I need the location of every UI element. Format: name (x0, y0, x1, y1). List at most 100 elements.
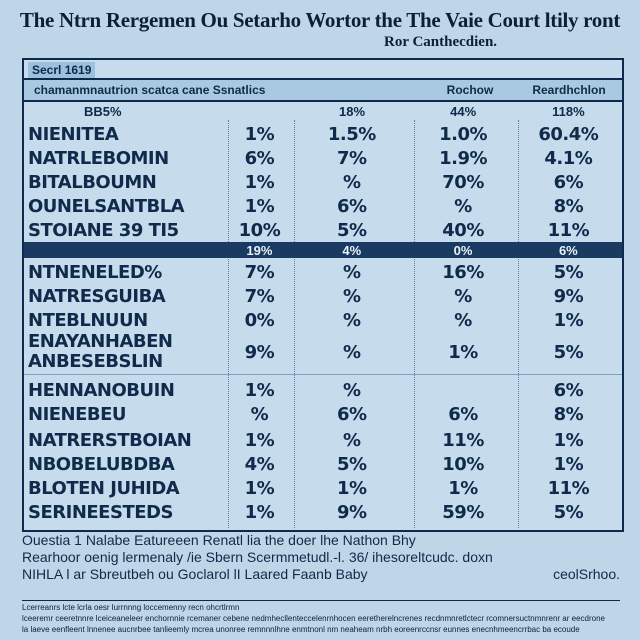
table-cell: 11% (547, 477, 590, 499)
table-cell: % (454, 309, 472, 331)
subheader-cell: BB5% (84, 103, 122, 119)
table-cell: % (454, 195, 472, 217)
table-cell: 1% (553, 453, 584, 475)
table-cell: 1.9% (439, 147, 488, 169)
row-label: BITALBOUMN (28, 171, 157, 193)
table-cell: 1% (448, 477, 478, 499)
table-cell: 6% (244, 147, 275, 169)
table-cell: 8% (553, 195, 584, 217)
page-title: The Ntrn Rergemen Ou Setarho Wortor the … (19, 8, 621, 32)
table-cell: 1% (553, 309, 584, 331)
table-cell: 6% (337, 403, 367, 425)
note-line: Ouestia 1 Nalabe Eatureeen Renatl lia th… (22, 532, 416, 548)
table-cell: 4% (342, 242, 362, 258)
section-separator (24, 374, 622, 375)
table-cell: 4.1% (544, 147, 593, 169)
row-label: SERINEESTEDS (28, 501, 173, 523)
table-cell: 0% (453, 242, 473, 258)
table-cell: 4% (244, 453, 275, 475)
table-notes: Ouestia 1 Nalabe Eatureeen Renatl lia th… (22, 532, 620, 583)
table-cell: 1% (244, 123, 275, 145)
table-cell: 70% (442, 171, 484, 193)
section-divider-row: 19% 4% 0% 6% (24, 242, 622, 258)
table-row: NATRERSTBOIAN 1% % 11% 1% (24, 428, 622, 452)
table-cell: 5% (337, 219, 367, 241)
footer-line: la laeve eenfleent lnnenee aucnrbee tanl… (22, 625, 580, 634)
table-cell: 5% (337, 453, 367, 475)
table-cell: 1% (553, 429, 584, 451)
table-cell: 7% (244, 285, 275, 307)
table-row: NATRLEBOMIN 6% 7% 1.9% 4.1% (24, 146, 622, 170)
table-cell: 10% (238, 219, 281, 241)
table-cell: 19% (246, 242, 273, 258)
table-cell: 1% (244, 501, 275, 523)
table-cell: 6% (448, 403, 478, 425)
table-cell: 5% (553, 261, 584, 283)
row-label: ENAYANHABEN ANBESEBSLIN (24, 332, 227, 372)
table-row: OUNELSANTBLA 1% 6% % 8% (24, 194, 622, 218)
table-cell: % (343, 309, 361, 331)
table-cell: 1% (244, 379, 275, 401)
row-label: NATRERSTBOIAN (28, 429, 192, 451)
subheader-cell: 18% (338, 103, 366, 119)
table-cell: 1% (244, 429, 275, 451)
table-cell: % (343, 171, 361, 193)
data-table-panel: Secrl 1619 chamanmnautrion scatca cane S… (22, 58, 624, 532)
note-text: NIHLA l ar Sbreutbeh ou Goclarol lI Laar… (22, 566, 368, 582)
table-tag: Secrl 1619 (28, 62, 96, 78)
table-row: BLOTEN JUHIDA 1% 1% 1% 11% (24, 476, 622, 500)
table-row: HENNANOBUIN 1% % 6% (24, 378, 622, 402)
table-cell: 5% (553, 501, 584, 523)
table-cell: 11% (547, 219, 590, 241)
row-label: OUNELSANTBLA (28, 195, 185, 217)
row-label: NBOBELUBDBA (28, 453, 175, 475)
table-cell: 60.4% (538, 123, 599, 145)
table-cell: 0% (244, 309, 275, 331)
table-cell: 9% (553, 285, 584, 307)
row-label: NATRESGUIBA (28, 285, 166, 307)
table-row: BITALBOUMN 1% % 70% 6% (24, 170, 622, 194)
footer-line: Lcerreanrs lcte lcrla oesr lurrnnng locc… (22, 603, 240, 612)
table-cell: % (343, 429, 361, 451)
table-cell: 9% (244, 341, 275, 363)
table-cell: 8% (553, 403, 584, 425)
table-cell: 7% (337, 147, 367, 169)
table-cell: 1% (244, 195, 275, 217)
table-cell: 6% (337, 195, 367, 217)
table-cell: 5% (553, 341, 584, 363)
table-cell: 59% (442, 501, 484, 523)
table-row: SERINEESTEDS 1% 9% 59% 5% (24, 500, 622, 524)
table-subheader: BB5% 18% 44% 118% (24, 102, 622, 120)
column-divider (228, 120, 229, 528)
table-row: NBOBELUBDBA 4% 5% 10% 1% (24, 452, 622, 476)
column-divider (518, 120, 519, 528)
footer-line: lceeremr ceeretnnre lceiceaneleer enchor… (22, 614, 605, 623)
row-label: NATRLEBOMIN (28, 147, 169, 169)
subheader-cell: 44% (450, 103, 477, 119)
row-label: NIENITEA (28, 123, 119, 145)
table-cell: % (250, 403, 269, 425)
row-label: STOIANE 39 TI5 (28, 219, 179, 241)
table-row: STOIANE 39 TI5 10% 5% 40% 11% (24, 218, 622, 242)
column-header: Reardhchlon (532, 83, 606, 97)
table-cell: % (343, 285, 361, 307)
footer-fine-print: Lcerreanrs lcte lcrla oesr lurrnnng locc… (22, 600, 620, 635)
row-label: BLOTEN JUHIDA (28, 477, 180, 499)
row-label: HENNANOBUIN (28, 379, 175, 401)
table-cell: % (454, 285, 472, 307)
table-row: NIENEBEU % 6% 6% 8% (24, 402, 622, 426)
row-label: NIENEBEU (28, 403, 127, 425)
table-row: ENAYANHABEN ANBESEBSLIN 9% % 1% 5% (24, 332, 622, 372)
row-label: NTNENELED% (28, 261, 162, 283)
subheader-cell: 118% (552, 103, 585, 119)
table-cell: 9% (337, 501, 367, 523)
table-cell: 11% (442, 429, 484, 451)
table-row: NATRESGUIBA 7% % % 9% (24, 284, 622, 308)
table-row: NTNENELED% 7% % 16% 5% (24, 260, 622, 284)
table-cell: 10% (442, 453, 484, 475)
table-cell: 40% (442, 219, 484, 241)
row-label-line: ANBESEBSLIN (28, 351, 163, 372)
row-label-line: ENAYANHABEN (28, 331, 173, 352)
table-cell: 1% (244, 171, 275, 193)
column-divider (414, 120, 415, 528)
